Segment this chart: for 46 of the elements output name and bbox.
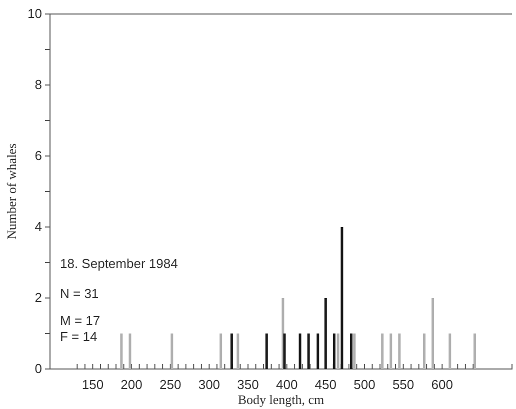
annotation: M = 17 <box>60 313 100 328</box>
bar <box>170 334 174 369</box>
bar <box>265 334 268 369</box>
x-tick-label: 150 <box>82 376 104 392</box>
bar <box>432 298 434 369</box>
x-tick-label: 600 <box>431 376 453 392</box>
bar <box>398 334 401 369</box>
x-tick-label: 250 <box>160 376 182 392</box>
y-tick-label: 0 <box>34 361 42 376</box>
y-axis-title: Number of whales <box>4 143 19 240</box>
bar <box>473 334 476 369</box>
x-tick-label: 500 <box>354 376 376 392</box>
bar <box>423 334 426 369</box>
annotation: F = 14 <box>60 329 98 344</box>
y-tick-label: 2 <box>34 290 42 306</box>
x-tick-label: 550 <box>392 376 414 392</box>
bar <box>236 334 240 369</box>
bar <box>350 334 353 369</box>
x-tick-label: 200 <box>120 376 142 392</box>
bar <box>381 334 384 369</box>
bar <box>324 298 327 369</box>
bar <box>307 334 310 369</box>
y-tick-label: 4 <box>34 219 42 234</box>
bar <box>336 334 340 369</box>
x-axis-title: Body length, cm <box>238 392 324 407</box>
bar <box>448 334 452 369</box>
bar <box>128 334 132 369</box>
bar <box>316 334 320 369</box>
annotation: N = 31 <box>60 286 99 301</box>
bar <box>332 334 336 369</box>
annotation: 18. September 1984 <box>60 256 178 271</box>
bar <box>390 334 392 369</box>
y-tick-label: 6 <box>34 148 42 164</box>
y-tick-label: 10 <box>28 6 42 22</box>
bar <box>353 334 356 369</box>
bar <box>283 334 286 369</box>
x-tick-label: 350 <box>237 376 259 392</box>
bar <box>120 334 123 369</box>
bar <box>230 334 233 369</box>
y-tick-label: 8 <box>34 77 42 92</box>
x-tick-label: 300 <box>198 376 220 392</box>
bar <box>340 227 344 369</box>
x-tick-label: 450 <box>314 376 336 392</box>
bar <box>220 334 222 369</box>
x-tick-label: 400 <box>276 376 298 392</box>
bar <box>298 334 302 369</box>
